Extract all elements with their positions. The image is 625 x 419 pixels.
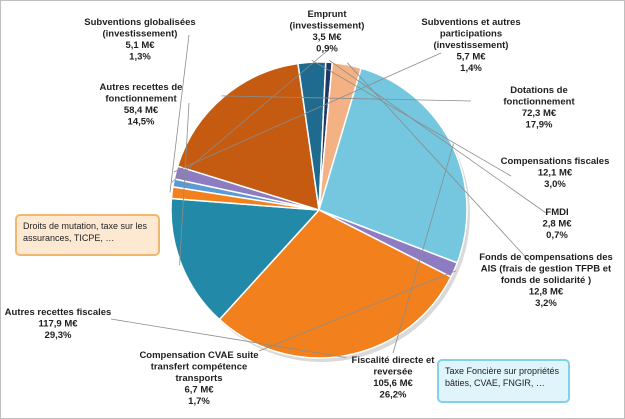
slice-label-name: (investissement) <box>103 29 178 40</box>
slice-label-name: FMDI <box>545 207 568 218</box>
slice-label-name: participations <box>440 29 502 40</box>
slice-label-value: 6,7 M€ <box>184 385 214 396</box>
slice-label-name: (investissement) <box>290 21 365 32</box>
leader-line <box>346 62 532 264</box>
leader-line <box>328 59 547 214</box>
leader-line <box>179 102 190 266</box>
leader-lines <box>110 34 547 358</box>
slice-label: Autres recettes de fonctionnement 58,4 M€ 1… <box>100 82 183 128</box>
leader-line <box>392 143 454 354</box>
slice-label: Fonds de compensations des AIS (frais de … <box>479 252 613 309</box>
leader-line <box>258 270 457 352</box>
slice-label-percent: 14,5% <box>128 117 155 128</box>
slice-label-name: Compensation CVAE suite <box>139 350 258 361</box>
slice-label-name: Autres recettes fiscales <box>5 307 112 318</box>
slice-labels: Emprunt (investissement) 3,5 M€ 0,9%Subvent… <box>5 9 613 407</box>
slice-label: Dotations de fonctionnement 72,3 M€ 17,9% <box>503 85 575 131</box>
slice-label-value: 5,7 M€ <box>456 52 486 63</box>
annotation-fiscalite-directe: Taxe Foncière sur propriétés bâties, CVA… <box>437 359 570 403</box>
slice-label-percent: 29,3% <box>45 330 72 341</box>
slice-label: Emprunt (investissement) 3,5 M€ 0,9% <box>290 9 365 55</box>
slice-label-name: Compensations fiscales <box>501 156 610 167</box>
pie-slice <box>170 197 321 321</box>
annotation-autres-recettes-fiscales: Droits de mutation, taxe sur les assuran… <box>15 214 160 256</box>
slice-label-name: fonctionnement <box>503 97 575 108</box>
slice-label: Subventions globalisées (investissement) 5… <box>84 17 195 63</box>
slice-label-percent: 17,9% <box>526 120 553 131</box>
annotation-text: Taxe Foncière sur propriétés bâties, CVA… <box>445 366 560 388</box>
slice-label-name: reversée <box>373 367 412 378</box>
annotation-text: Droits de mutation, taxe sur les assuran… <box>23 221 148 243</box>
slice-label-name: Emprunt <box>307 9 347 20</box>
slice-label-name: (investissement) <box>434 40 509 51</box>
slice-label-name: transports <box>176 373 223 384</box>
slice-label-value: 12,1 M€ <box>538 168 573 179</box>
leader-line <box>171 50 328 183</box>
slice-label-value: 3,5 M€ <box>312 32 342 43</box>
slice-label: Subventions et autres participations (inve… <box>421 17 520 74</box>
slice-label-name: Dotations de <box>510 85 568 96</box>
slice-label-value: 58,4 M€ <box>124 105 159 116</box>
pie-slice <box>218 209 452 359</box>
slice-label-name: Autres recettes de <box>100 82 183 93</box>
slice-label-name: Subventions globalisées <box>84 17 195 28</box>
slice-label-percent: 26,2% <box>380 390 407 401</box>
slice-label-percent: 3,0% <box>544 179 566 190</box>
pie-slice <box>170 185 320 211</box>
slice-label-name: transfert compétence <box>151 362 248 373</box>
slice-label-percent: 3,2% <box>535 298 557 309</box>
slice-label: Compensation CVAE suite transfert compéte… <box>139 350 258 407</box>
slice-label-value: 72,3 M€ <box>522 108 557 119</box>
slice-label: Fiscalité directe et reversée 105,6 M€ 26,2… <box>352 355 436 401</box>
slice-label-percent: 1,7% <box>188 396 210 407</box>
slice-label-name: Subventions et autres <box>421 17 520 28</box>
slice-label: FMDI 2,8 M€ 0,7% <box>542 207 572 241</box>
slice-label-name: Fonds de compensations des <box>479 252 613 263</box>
slice-label-value: 5,1 M€ <box>125 40 155 51</box>
slice-label-name: AIS (frais de gestion TFPB et <box>481 264 612 275</box>
slice-label-name: fonds de solidarité ) <box>501 275 591 286</box>
slice-label-percent: 0,9% <box>316 44 338 55</box>
pie-slice <box>318 67 468 264</box>
slice-label-name: fonctionnement <box>105 94 177 105</box>
leader-line <box>169 34 190 193</box>
pie-slice <box>176 62 320 212</box>
slice-label-value: 12,8 M€ <box>529 287 564 298</box>
leader-line <box>110 318 347 358</box>
leader-line <box>173 52 442 173</box>
leader-line <box>221 95 472 102</box>
slice-label-value: 105,6 M€ <box>373 378 413 389</box>
slice-label-value: 117,9 M€ <box>38 319 78 330</box>
slice-label: Autres recettes fiscales 117,9 M€ 29,3% <box>5 307 112 341</box>
slice-label-percent: 1,3% <box>129 52 151 63</box>
slice-label-percent: 1,4% <box>460 63 482 74</box>
slice-label-value: 2,8 M€ <box>542 219 572 230</box>
slice-label-percent: 0,7% <box>546 230 568 241</box>
pie-slices <box>170 61 470 362</box>
slice-label-name: Fiscalité directe et <box>352 355 436 366</box>
slice-label: Compensations fiscales 12,1 M€ 3,0% <box>501 156 610 190</box>
